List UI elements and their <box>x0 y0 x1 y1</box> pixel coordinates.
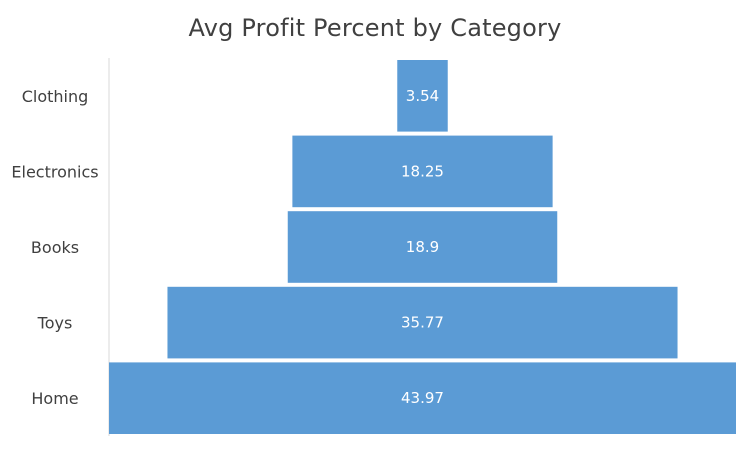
data-label-electronics: 18.25 <box>401 162 444 180</box>
data-label-clothing: 3.54 <box>406 87 439 105</box>
funnel-bar-clothing <box>397 60 448 132</box>
category-label-home: Home <box>31 389 78 408</box>
category-label-clothing: Clothing <box>22 87 89 106</box>
data-label-toys: 35.77 <box>401 314 444 332</box>
chart-title: Avg Profit Percent by Category <box>188 14 562 42</box>
funnel-bar-home <box>109 362 736 434</box>
funnel-bar-books <box>287 211 558 283</box>
category-label-toys: Toys <box>37 314 73 333</box>
data-label-home: 43.97 <box>401 389 444 407</box>
data-label-books: 18.9 <box>406 238 439 256</box>
category-label-electronics: Electronics <box>11 162 98 181</box>
funnel-bar-electronics <box>292 135 553 208</box>
funnel-bar-toys <box>167 286 678 359</box>
category-label-books: Books <box>31 238 79 257</box>
